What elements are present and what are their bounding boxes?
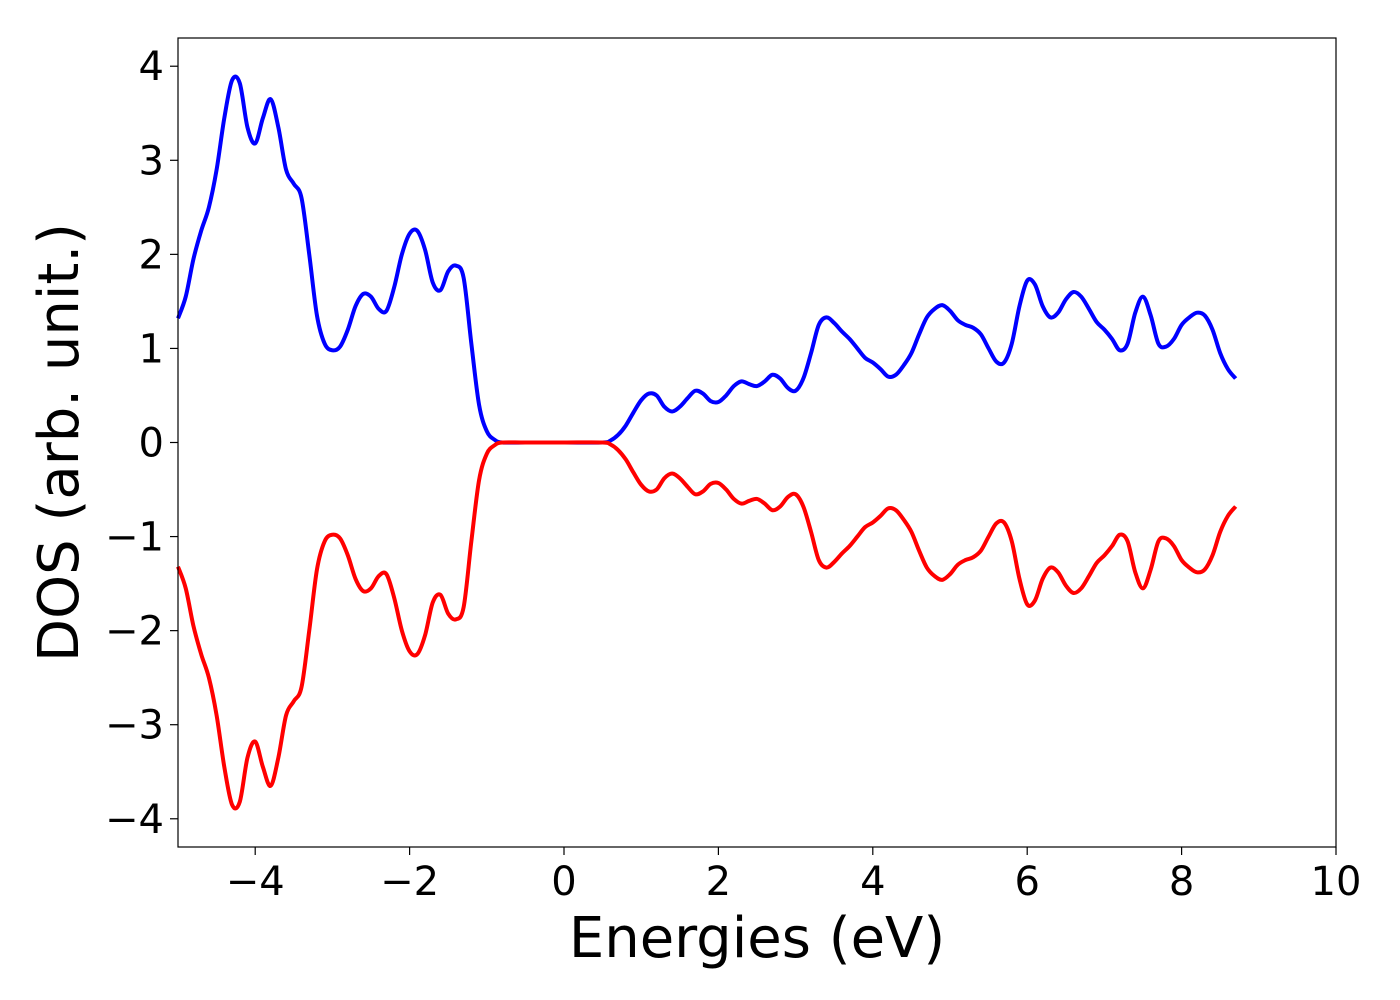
x-axis-label: Energies (eV) [569,906,945,971]
x-tick-label: 4 [860,859,885,905]
y-tick-label: −4 [105,797,164,843]
x-tick-label: 0 [551,859,576,905]
y-tick-label: 3 [139,138,164,184]
y-tick-label: 2 [139,232,164,278]
y-tick-label: −3 [105,703,164,749]
x-tick-label: 2 [706,859,731,905]
y-tick-label: −2 [105,609,164,655]
y-tick-label: 4 [139,44,164,90]
series-layer [176,74,1238,811]
y-tick-label: 0 [139,421,164,467]
x-tick-label: 10 [1311,859,1362,905]
x-tick-label: −2 [380,859,439,905]
series-line-2 [176,440,1238,811]
y-axis: −4 −3 −2 −1 0 1 2 3 4 [105,44,178,843]
series-line-1 [176,74,1238,445]
y-tick-label: −1 [105,515,164,561]
y-tick-label: 1 [139,326,164,372]
x-tick-label: 6 [1014,859,1039,905]
x-tick-label: −4 [226,859,285,905]
x-axis: −4 −2 0 2 4 6 8 10 [226,847,1362,905]
x-tick-label: 8 [1169,859,1194,905]
y-axis-label: DOS (arb. unit.) [27,223,92,662]
